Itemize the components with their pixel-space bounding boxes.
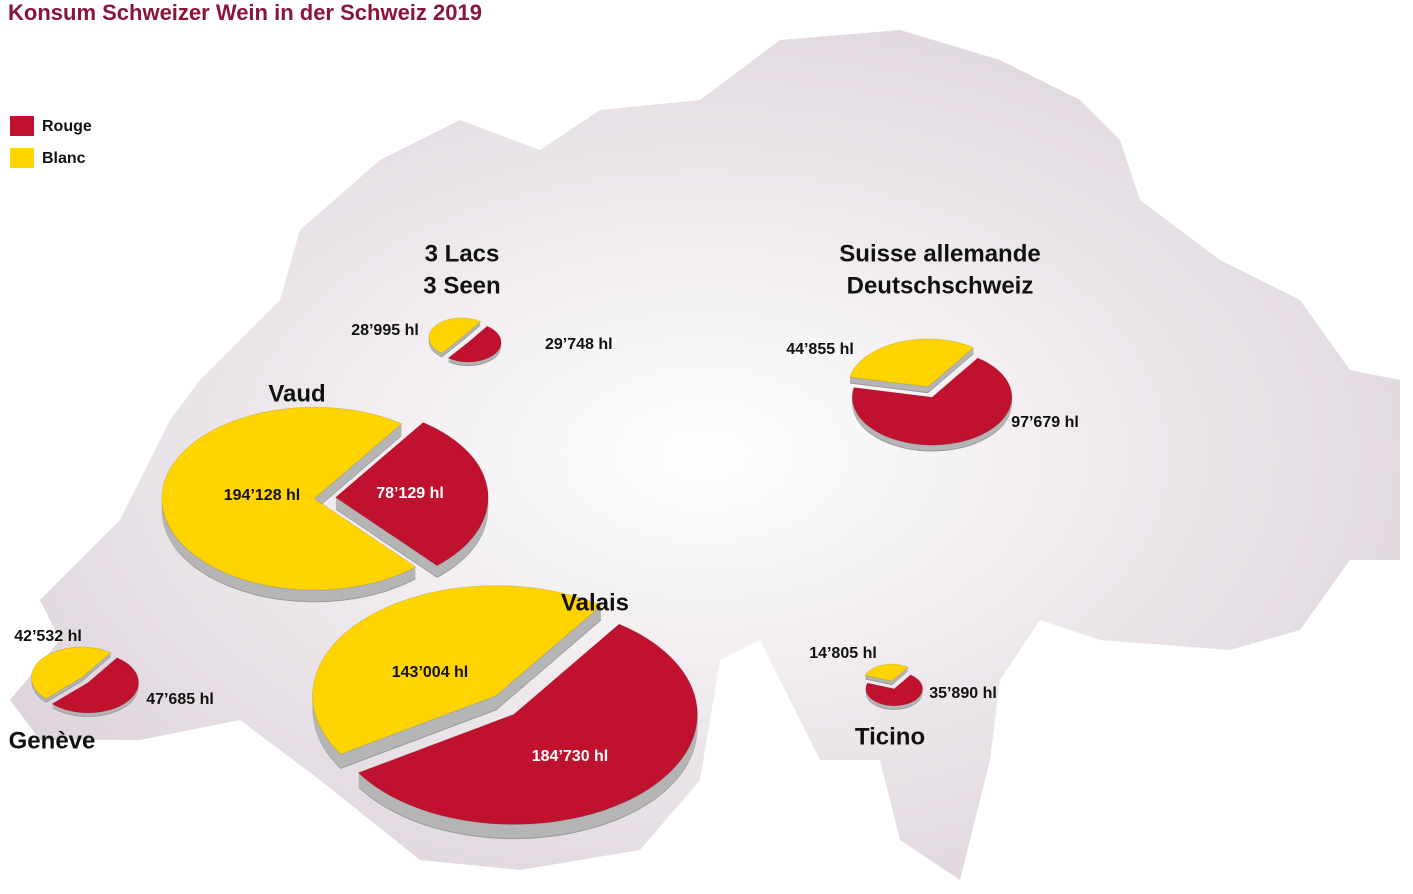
value-label: 35’890 hl	[929, 685, 997, 702]
value-label: 28’995 hl	[351, 322, 419, 339]
legend-label: Blanc	[42, 150, 86, 167]
region-name: Ticino	[855, 723, 925, 750]
value-label: 194’128 hl	[224, 487, 301, 504]
pie-slice	[849, 338, 975, 388]
pie-slice	[428, 317, 482, 354]
value-label: 97’679 hl	[1011, 414, 1079, 431]
chart-title: Konsum Schweizer Wein in der Schweiz 201…	[8, 0, 482, 25]
value-label: 143’004 hl	[392, 664, 469, 681]
region-name: Suisse allemande	[839, 240, 1040, 267]
region-name: Deutschschweiz	[847, 272, 1034, 299]
region-name: 3 Lacs	[425, 240, 500, 267]
pie-slice	[312, 585, 603, 755]
value-label: 78’129 hl	[376, 485, 444, 502]
value-label: 184’730 hl	[532, 748, 609, 765]
value-label: 47’685 hl	[146, 691, 214, 708]
pie-slice	[161, 406, 417, 591]
pie-slice	[447, 325, 502, 363]
pie-slice	[851, 357, 1013, 446]
pie-slice	[51, 657, 140, 714]
pie-slice	[865, 674, 924, 707]
region-name: Vaud	[268, 380, 325, 407]
value-label: 42’532 hl	[14, 628, 82, 645]
legend-label: Rouge	[42, 118, 92, 135]
pie-slice	[357, 623, 698, 825]
region-name: 3 Seen	[423, 272, 500, 299]
region-name: Genève	[9, 727, 96, 754]
value-label: 14’805 hl	[809, 645, 877, 662]
legend-swatch	[10, 148, 34, 168]
pie-slice	[864, 663, 910, 682]
pie-slice	[334, 421, 489, 567]
legend-swatch	[10, 116, 34, 136]
pie-slice	[30, 646, 112, 700]
value-label: 29’748 hl	[545, 336, 613, 353]
region-name: Valais	[561, 589, 629, 616]
value-label: 44’855 hl	[786, 341, 854, 358]
